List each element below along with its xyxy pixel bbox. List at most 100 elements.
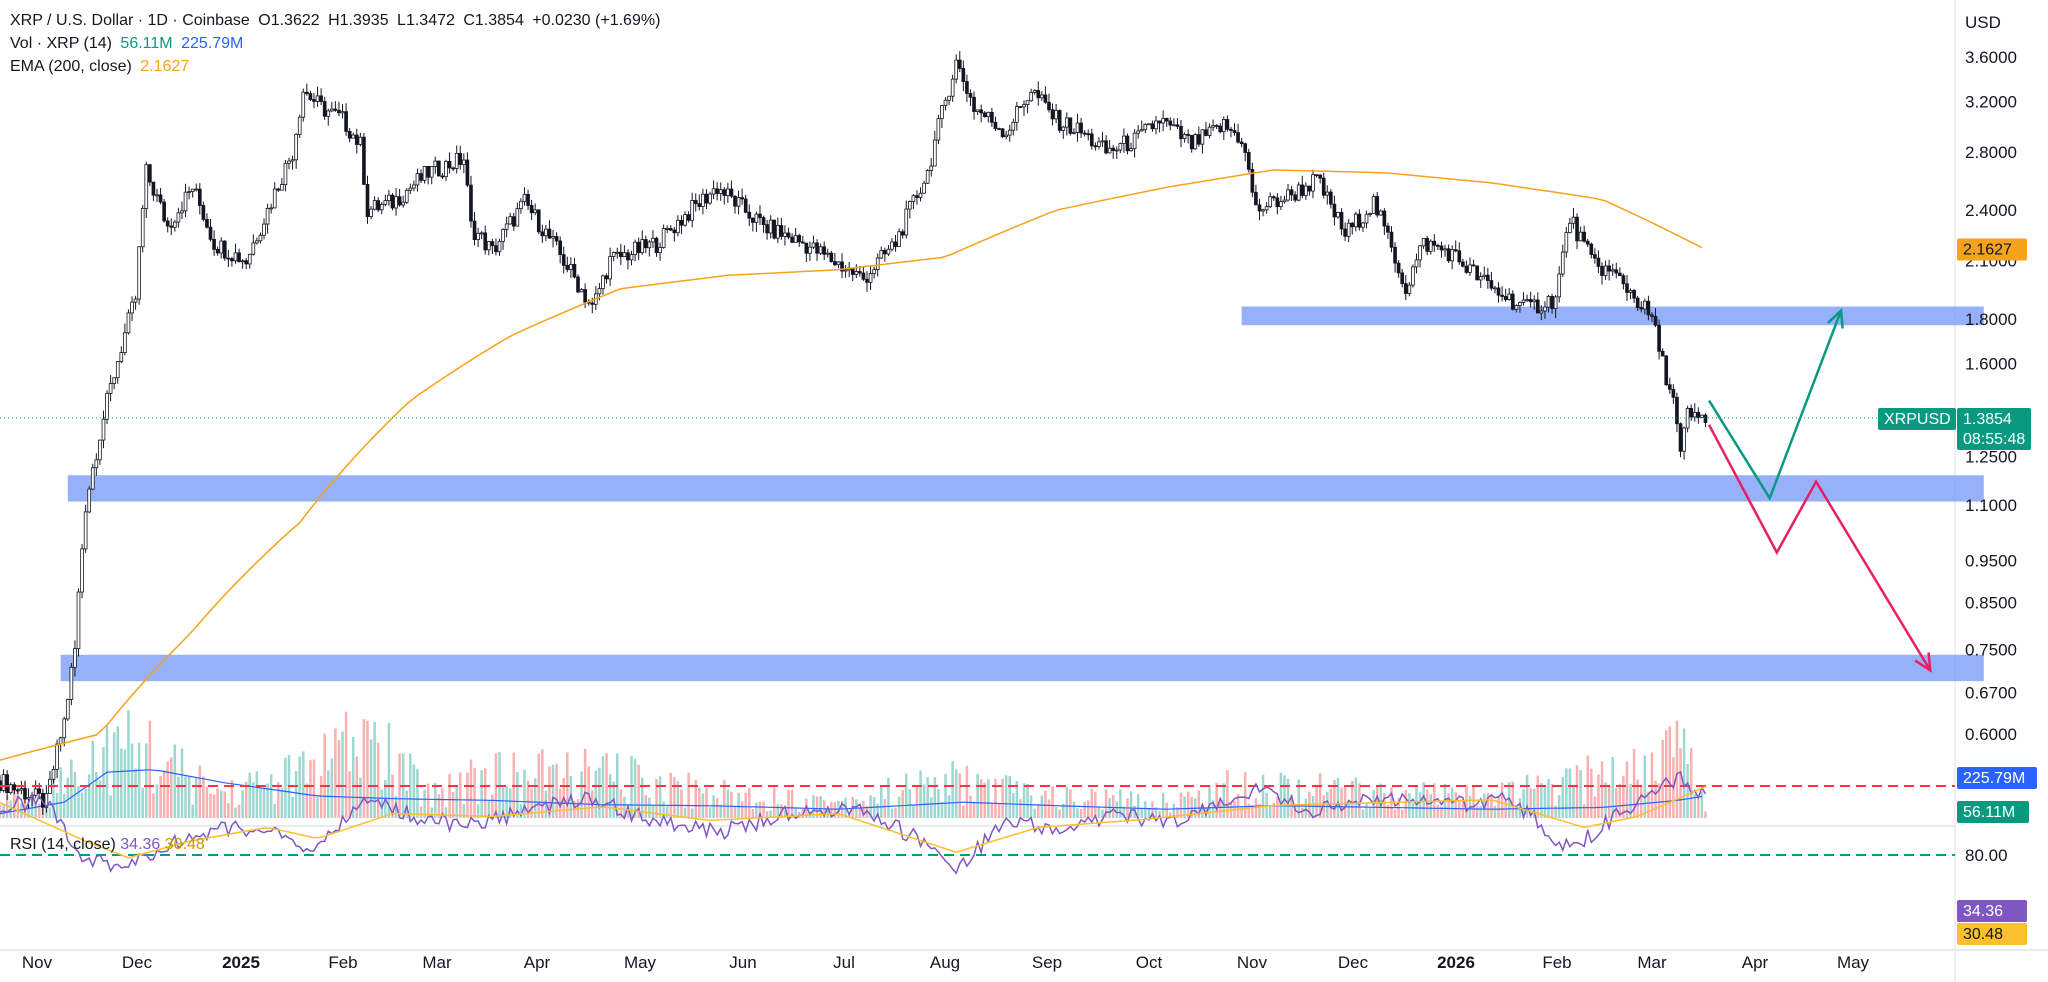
candle-body	[1107, 147, 1112, 154]
rsi-line[interactable]	[0, 770, 1707, 875]
ticker-badge[interactable]: XRPUSD	[1878, 408, 1956, 430]
candle	[565, 256, 570, 273]
rsi-pane	[0, 770, 1955, 875]
candle-body	[426, 165, 430, 178]
candle-body	[215, 248, 220, 254]
candle-body	[954, 59, 959, 80]
candle	[1657, 319, 1661, 360]
volume-legend[interactable]: Vol · XRP (14) 56.11M 225.79M	[10, 35, 247, 53]
candle-body	[665, 228, 670, 230]
candle-body	[569, 264, 573, 270]
rsi-ma-badge[interactable]: 30.48	[1957, 923, 2027, 945]
candle-body	[1489, 280, 1494, 289]
candle	[1618, 267, 1622, 277]
ema-label: EMA (200, close)	[10, 58, 132, 75]
candle	[1521, 292, 1526, 306]
volume-ma-badge[interactable]: 225.79M	[1957, 767, 2037, 789]
candle-body	[1514, 305, 1519, 310]
candle-body	[654, 237, 659, 254]
candle-body	[476, 232, 480, 241]
candle-body	[1268, 196, 1273, 208]
candle-body	[1293, 194, 1297, 201]
price-tick-label: 2.8000	[1965, 143, 2017, 162]
volume-bar	[1008, 776, 1011, 818]
candle	[618, 243, 623, 265]
volume-bar	[5, 795, 9, 818]
volume-bar	[1664, 730, 1668, 818]
candle-body	[950, 78, 955, 97]
candle-body	[1246, 152, 1251, 170]
candle	[1336, 211, 1340, 219]
volume-bar	[177, 776, 180, 818]
rsi-ma-line[interactable]	[0, 786, 1706, 859]
currency-label[interactable]: USD	[1965, 13, 2001, 32]
rsi-badge[interactable]: 34.36	[1957, 900, 2027, 922]
candle-body	[276, 188, 281, 191]
candle-body	[265, 208, 270, 225]
volume-badge[interactable]: 56.11M	[1957, 801, 2029, 823]
ema-200-line[interactable]	[0, 169, 1703, 761]
rsi-legend[interactable]: RSI (14, close) 34.36 30.48	[10, 836, 205, 854]
bullish-scenario-path[interactable]	[1707, 310, 1843, 501]
candle	[1350, 221, 1355, 235]
candle-body	[158, 194, 163, 203]
volume-bar	[348, 771, 351, 818]
volume-bar	[416, 769, 419, 818]
candle-body	[997, 128, 1001, 130]
volume-bar	[976, 773, 979, 818]
candle-body	[708, 193, 712, 204]
candle	[1582, 225, 1586, 243]
volume-ma-line[interactable]	[0, 769, 1702, 815]
candle	[576, 274, 580, 294]
volume-bar	[127, 710, 130, 818]
candle	[1407, 281, 1412, 297]
volume-bar	[541, 749, 544, 818]
candle	[155, 188, 159, 202]
volume-bar	[1079, 808, 1083, 818]
candle-body	[554, 236, 559, 242]
candle	[722, 186, 727, 205]
volume-bar	[1065, 786, 1069, 818]
candle-body	[115, 361, 120, 379]
candle-body	[661, 228, 666, 248]
last-price-badge[interactable]: 1.3854	[1957, 408, 2031, 430]
candle-body	[925, 170, 930, 184]
candle-body	[1496, 287, 1501, 296]
support-zone-2[interactable]	[67, 475, 1984, 502]
support-zone-1[interactable]	[1241, 306, 1984, 326]
ema-price-badge[interactable]: 2.1627	[1957, 238, 2027, 261]
ema-legend[interactable]: EMA (200, close) 2.1627	[10, 58, 193, 76]
volume-bar	[330, 758, 334, 818]
candle-body	[1175, 124, 1180, 127]
volume-bar	[473, 767, 476, 818]
volume-bar	[673, 777, 676, 818]
symbol-title[interactable]: XRP / U.S. Dollar · 1D · Coinbase	[10, 12, 250, 29]
candle-body	[1143, 123, 1148, 130]
volume-bar	[1429, 794, 1432, 818]
rsi-label: RSI (14, close)	[10, 836, 116, 853]
volume-bar	[1661, 739, 1664, 818]
candle-body	[1336, 212, 1340, 218]
volume-bar	[469, 759, 473, 818]
candle-body	[483, 232, 488, 251]
candle-body	[454, 153, 459, 169]
candle-body	[173, 221, 177, 228]
candle-body	[308, 93, 313, 100]
candle-body	[151, 181, 156, 196]
candle-body	[1207, 126, 1212, 136]
volume-bar	[1361, 809, 1365, 818]
candle-body	[932, 139, 937, 167]
support-zone-3[interactable]	[60, 654, 1984, 682]
candle	[1421, 238, 1426, 249]
price-tick-label: 1.2500	[1965, 448, 2017, 467]
candle-body	[572, 264, 577, 278]
candle	[990, 107, 994, 127]
candle-body	[301, 91, 306, 118]
candle-body	[1271, 196, 1276, 199]
countdown-badge[interactable]: 08:55:48	[1957, 428, 2031, 450]
candle	[55, 739, 59, 779]
bearish-scenario-path[interactable]	[1707, 424, 1932, 672]
volume-bar	[719, 804, 722, 818]
volume-bar	[890, 808, 894, 818]
